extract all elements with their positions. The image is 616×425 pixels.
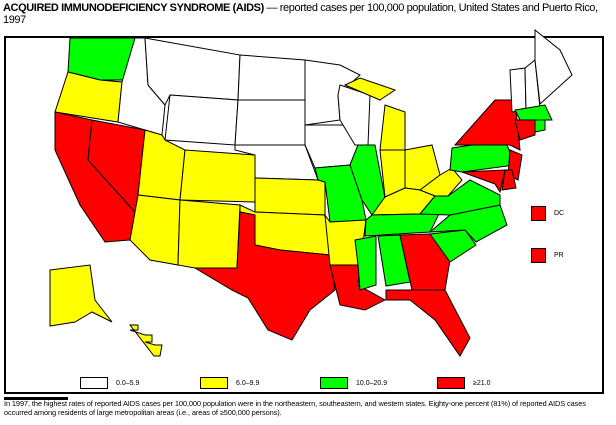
state-la xyxy=(329,264,387,311)
legend-label: ≥21.0 xyxy=(473,379,491,387)
map-title: ACQUIRED IMMUNODEFICIENCY SYNDROME (AIDS… xyxy=(3,2,608,26)
state-nm xyxy=(177,199,241,269)
inset-dc-swatch xyxy=(531,206,546,221)
state-il xyxy=(349,144,386,216)
state-ms xyxy=(354,235,377,291)
inset-dc: DC xyxy=(531,206,564,221)
state-ak xyxy=(49,264,113,327)
title-main: ACQUIRED IMMUNODEFICIENCY SYNDROME (AIDS… xyxy=(3,2,264,14)
state-vt xyxy=(509,67,527,113)
inset-pr-swatch xyxy=(531,248,546,263)
footnote: In 1997, the highest rates of reported A… xyxy=(4,399,586,417)
state-wa xyxy=(67,37,136,81)
legend-item-0: 0.0–5.9 xyxy=(80,377,139,389)
state-ks xyxy=(254,177,326,216)
state-md xyxy=(461,169,506,194)
state-de xyxy=(501,169,517,191)
state-mi xyxy=(343,77,397,101)
legend-item-2: 10.0–20.9 xyxy=(320,377,387,389)
state-tx xyxy=(193,211,336,341)
state-sd xyxy=(234,99,306,146)
legend-swatch xyxy=(200,377,228,389)
state-mt xyxy=(144,37,241,106)
inset-dc-label: DC xyxy=(554,210,565,217)
state-ct xyxy=(514,119,536,141)
state-fl xyxy=(385,289,471,357)
state-az xyxy=(129,194,181,266)
legend-swatch xyxy=(320,377,348,389)
state-sc xyxy=(429,229,477,263)
state-mi xyxy=(379,104,406,151)
state-wv xyxy=(418,167,463,197)
title-subtitle: — reported cases per 100,000 population,… xyxy=(3,2,598,26)
inset-pr-label: PR xyxy=(554,252,564,259)
state-ri xyxy=(534,119,546,133)
legend-label: 6.0–9.9 xyxy=(236,379,260,387)
state-tn xyxy=(364,211,441,237)
footnote-rule xyxy=(4,397,68,400)
state-wy xyxy=(164,94,239,146)
state-ma xyxy=(514,104,553,121)
legend-swatch xyxy=(80,377,108,389)
legend-label: 0.0–5.9 xyxy=(116,379,140,387)
state-ga xyxy=(399,233,451,291)
state-me xyxy=(534,28,573,106)
legend-swatch xyxy=(437,377,465,389)
legend-label: 10.0–20.9 xyxy=(356,379,388,387)
state-ny xyxy=(453,99,521,151)
state-nd xyxy=(237,54,306,101)
legend-item-3: ≥21.0 xyxy=(437,377,490,389)
state-hi xyxy=(128,324,163,357)
inset-pr: PR xyxy=(531,248,564,263)
state-co xyxy=(179,149,256,203)
legend-item-1: 6.0–9.9 xyxy=(200,377,259,389)
map-frame xyxy=(4,36,604,394)
